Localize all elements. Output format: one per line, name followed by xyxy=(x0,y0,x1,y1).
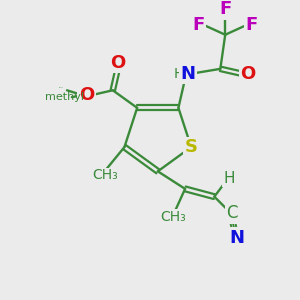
Text: H: H xyxy=(173,67,184,81)
Text: CH₃: CH₃ xyxy=(160,210,186,224)
Text: CH₃: CH₃ xyxy=(92,168,118,182)
Text: C: C xyxy=(226,204,238,222)
Text: F: F xyxy=(245,16,258,34)
Text: N: N xyxy=(229,229,244,247)
Text: O: O xyxy=(110,54,125,72)
Text: O: O xyxy=(240,65,255,83)
Text: S: S xyxy=(185,138,198,156)
Text: methyl: methyl xyxy=(56,92,61,93)
Text: methyl: methyl xyxy=(60,95,64,97)
Text: F: F xyxy=(193,16,205,34)
Text: O: O xyxy=(79,86,94,104)
Text: F: F xyxy=(219,0,231,18)
Text: N: N xyxy=(181,65,196,83)
Text: methyl: methyl xyxy=(61,90,66,91)
Text: methyl: methyl xyxy=(59,87,64,88)
Text: H: H xyxy=(223,171,235,186)
Text: methyl: methyl xyxy=(45,92,84,102)
